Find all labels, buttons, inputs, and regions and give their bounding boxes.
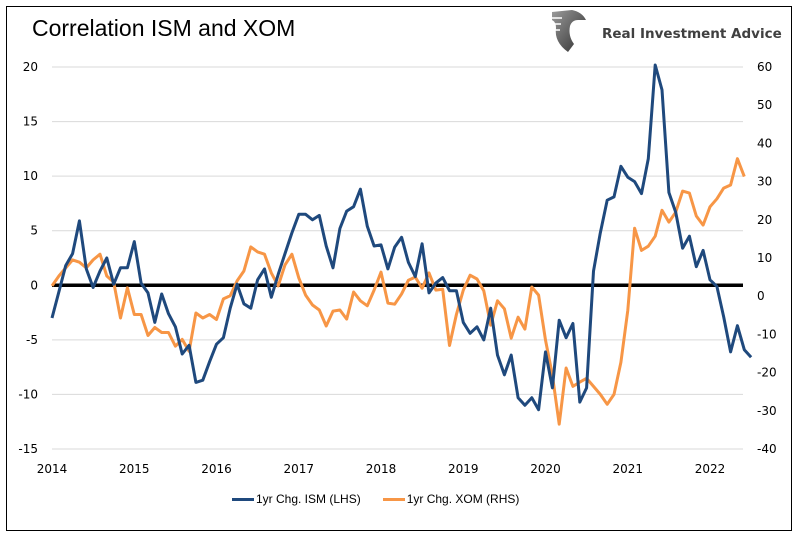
y-axis-left: 20 15 10 5 0 -5 -10 -15 [18, 60, 38, 456]
y-left-tick-label: -10 [18, 387, 38, 401]
x-tick-label: 2017 [283, 462, 314, 476]
y-left-tick-label: 10 [23, 169, 38, 183]
legend-label-ism: 1yr Chg. ISM (LHS) [256, 492, 361, 506]
x-tick-label: 2015 [119, 462, 150, 476]
y-left-tick-label: 5 [30, 224, 38, 238]
brand-logo: Real Investment Advice [548, 8, 782, 54]
y-left-tick-label: -15 [18, 442, 38, 456]
series-lines [50, 63, 753, 426]
gridlines [52, 66, 743, 450]
y-right-tick-label: -20 [757, 366, 777, 380]
y-left-tick-label: 15 [23, 115, 38, 129]
chart-title: Correlation ISM and XOM [32, 15, 296, 41]
x-tick-label: 2020 [530, 462, 561, 476]
legend-label-xom: 1yr Chg. XOM (RHS) [406, 492, 520, 506]
legend-swatch-xom [382, 497, 405, 501]
y-right-tick-label: -10 [757, 327, 777, 341]
eagle-icon [550, 10, 586, 52]
y-axis-right: 60 50 40 30 20 10 0 -10 -20 -30 -40 [757, 60, 777, 456]
x-tick-label: 2018 [366, 462, 397, 476]
x-tick-label: 2021 [612, 462, 643, 476]
y-right-tick-label: 50 [757, 98, 772, 112]
y-right-tick-label: 30 [757, 175, 772, 189]
x-axis: 2014 2015 2016 2017 2018 2019 2020 2021 2022 [37, 462, 726, 476]
series-line-ism [50, 63, 753, 412]
x-tick-label: 2022 [695, 462, 726, 476]
y-right-tick-label: 40 [757, 136, 772, 150]
y-right-tick-label: 60 [757, 60, 772, 74]
y-left-tick-label: 20 [23, 60, 38, 74]
y-right-tick-label: 0 [757, 289, 765, 303]
x-tick-label: 2016 [201, 462, 232, 476]
legend-item-ism[interactable]: 1yr Chg. ISM (LHS) [232, 492, 361, 506]
legend-item-xom[interactable]: 1yr Chg. XOM (RHS) [382, 492, 520, 506]
y-left-tick-label: -5 [26, 333, 38, 347]
y-left-tick-label: 0 [30, 278, 38, 292]
x-tick-label: 2014 [37, 462, 68, 476]
y-right-tick-label: -40 [757, 442, 777, 456]
legend: 1yr Chg. ISM (LHS) 1yr Chg. XOM (RHS) [232, 492, 541, 506]
series-line-xom [50, 157, 746, 426]
brand-name: Real Investment Advice [602, 26, 782, 42]
y-right-tick-label: 10 [757, 251, 772, 265]
x-tick-label: 2019 [448, 462, 479, 476]
y-right-tick-label: -30 [757, 404, 777, 418]
y-right-tick-label: 20 [757, 213, 772, 227]
legend-swatch-ism [232, 497, 254, 501]
